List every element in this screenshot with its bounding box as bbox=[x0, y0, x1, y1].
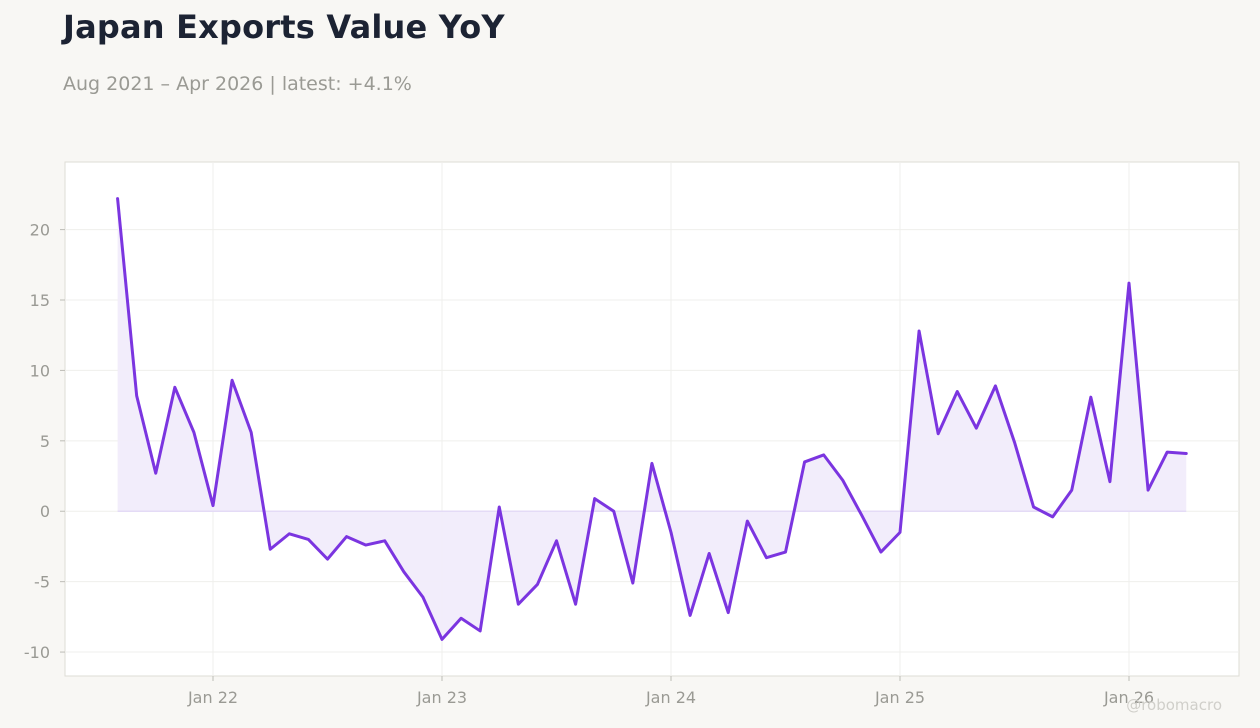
area-fill bbox=[117, 198, 1187, 640]
x-tick-label: Jan 24 bbox=[645, 688, 696, 707]
x-tick-label: Jan 26 bbox=[1103, 688, 1154, 707]
y-tick-label: 0 bbox=[40, 502, 50, 521]
y-tick-label: 10 bbox=[30, 361, 50, 380]
y-tick-label: -10 bbox=[24, 643, 50, 662]
watermark: @robomacro bbox=[1126, 696, 1222, 714]
y-tick-label: 5 bbox=[40, 432, 50, 451]
x-tick-label: Jan 23 bbox=[416, 688, 467, 707]
y-tick-label: 15 bbox=[30, 291, 50, 310]
y-tick-label: 20 bbox=[30, 221, 50, 240]
y-tick-label: -5 bbox=[34, 573, 50, 592]
series-line bbox=[116, 197, 1188, 641]
plot-area bbox=[64, 161, 1240, 677]
chart-title: Japan Exports Value YoY bbox=[63, 8, 505, 46]
x-tick-label: Jan 22 bbox=[187, 688, 238, 707]
chart-subtitle: Aug 2021 – Apr 2026 | latest: +4.1% bbox=[63, 73, 412, 95]
x-tick-label: Jan 25 bbox=[874, 688, 925, 707]
